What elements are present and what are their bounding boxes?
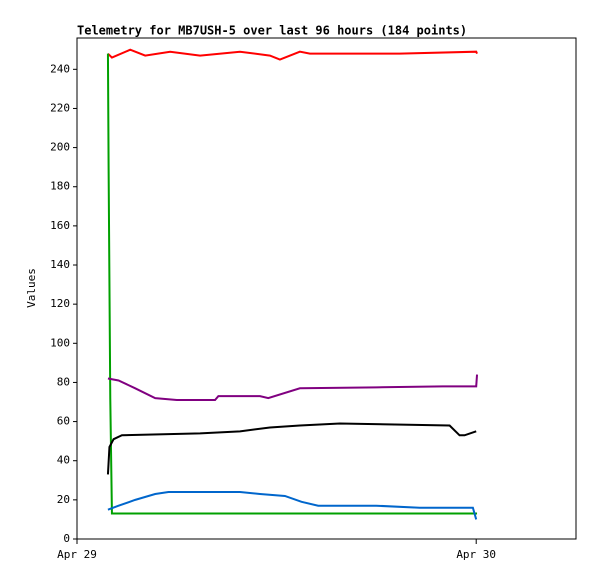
y-tick-label: 80 — [57, 375, 70, 388]
y-axis-label: Values — [25, 268, 38, 308]
plot-area — [76, 37, 577, 540]
y-tick-label: 20 — [57, 493, 70, 506]
y-tick-label: 180 — [50, 180, 70, 193]
y-tick-label: 200 — [50, 141, 70, 154]
series-line — [107, 491, 478, 520]
y-tick-label: 60 — [57, 415, 70, 428]
series-line — [107, 374, 479, 402]
series-line — [107, 48, 478, 61]
y-tick-label: 0 — [63, 532, 70, 545]
y-tick-label: 160 — [50, 219, 70, 232]
x-tick-label: Apr 30 — [456, 548, 496, 561]
x-tick-label: Apr 29 — [57, 548, 97, 561]
y-tick-label: 40 — [57, 454, 70, 467]
chart-title: Telemetry for MB7USH-5 over last 96 hour… — [77, 24, 467, 38]
y-tick-label: 220 — [50, 101, 70, 114]
y-tick-label: 100 — [50, 336, 70, 349]
series-line — [106, 53, 478, 515]
y-tick-label: 120 — [50, 297, 70, 310]
series-line — [106, 422, 477, 475]
y-tick-label: 140 — [50, 258, 70, 271]
y-tick-label: 240 — [50, 62, 70, 75]
